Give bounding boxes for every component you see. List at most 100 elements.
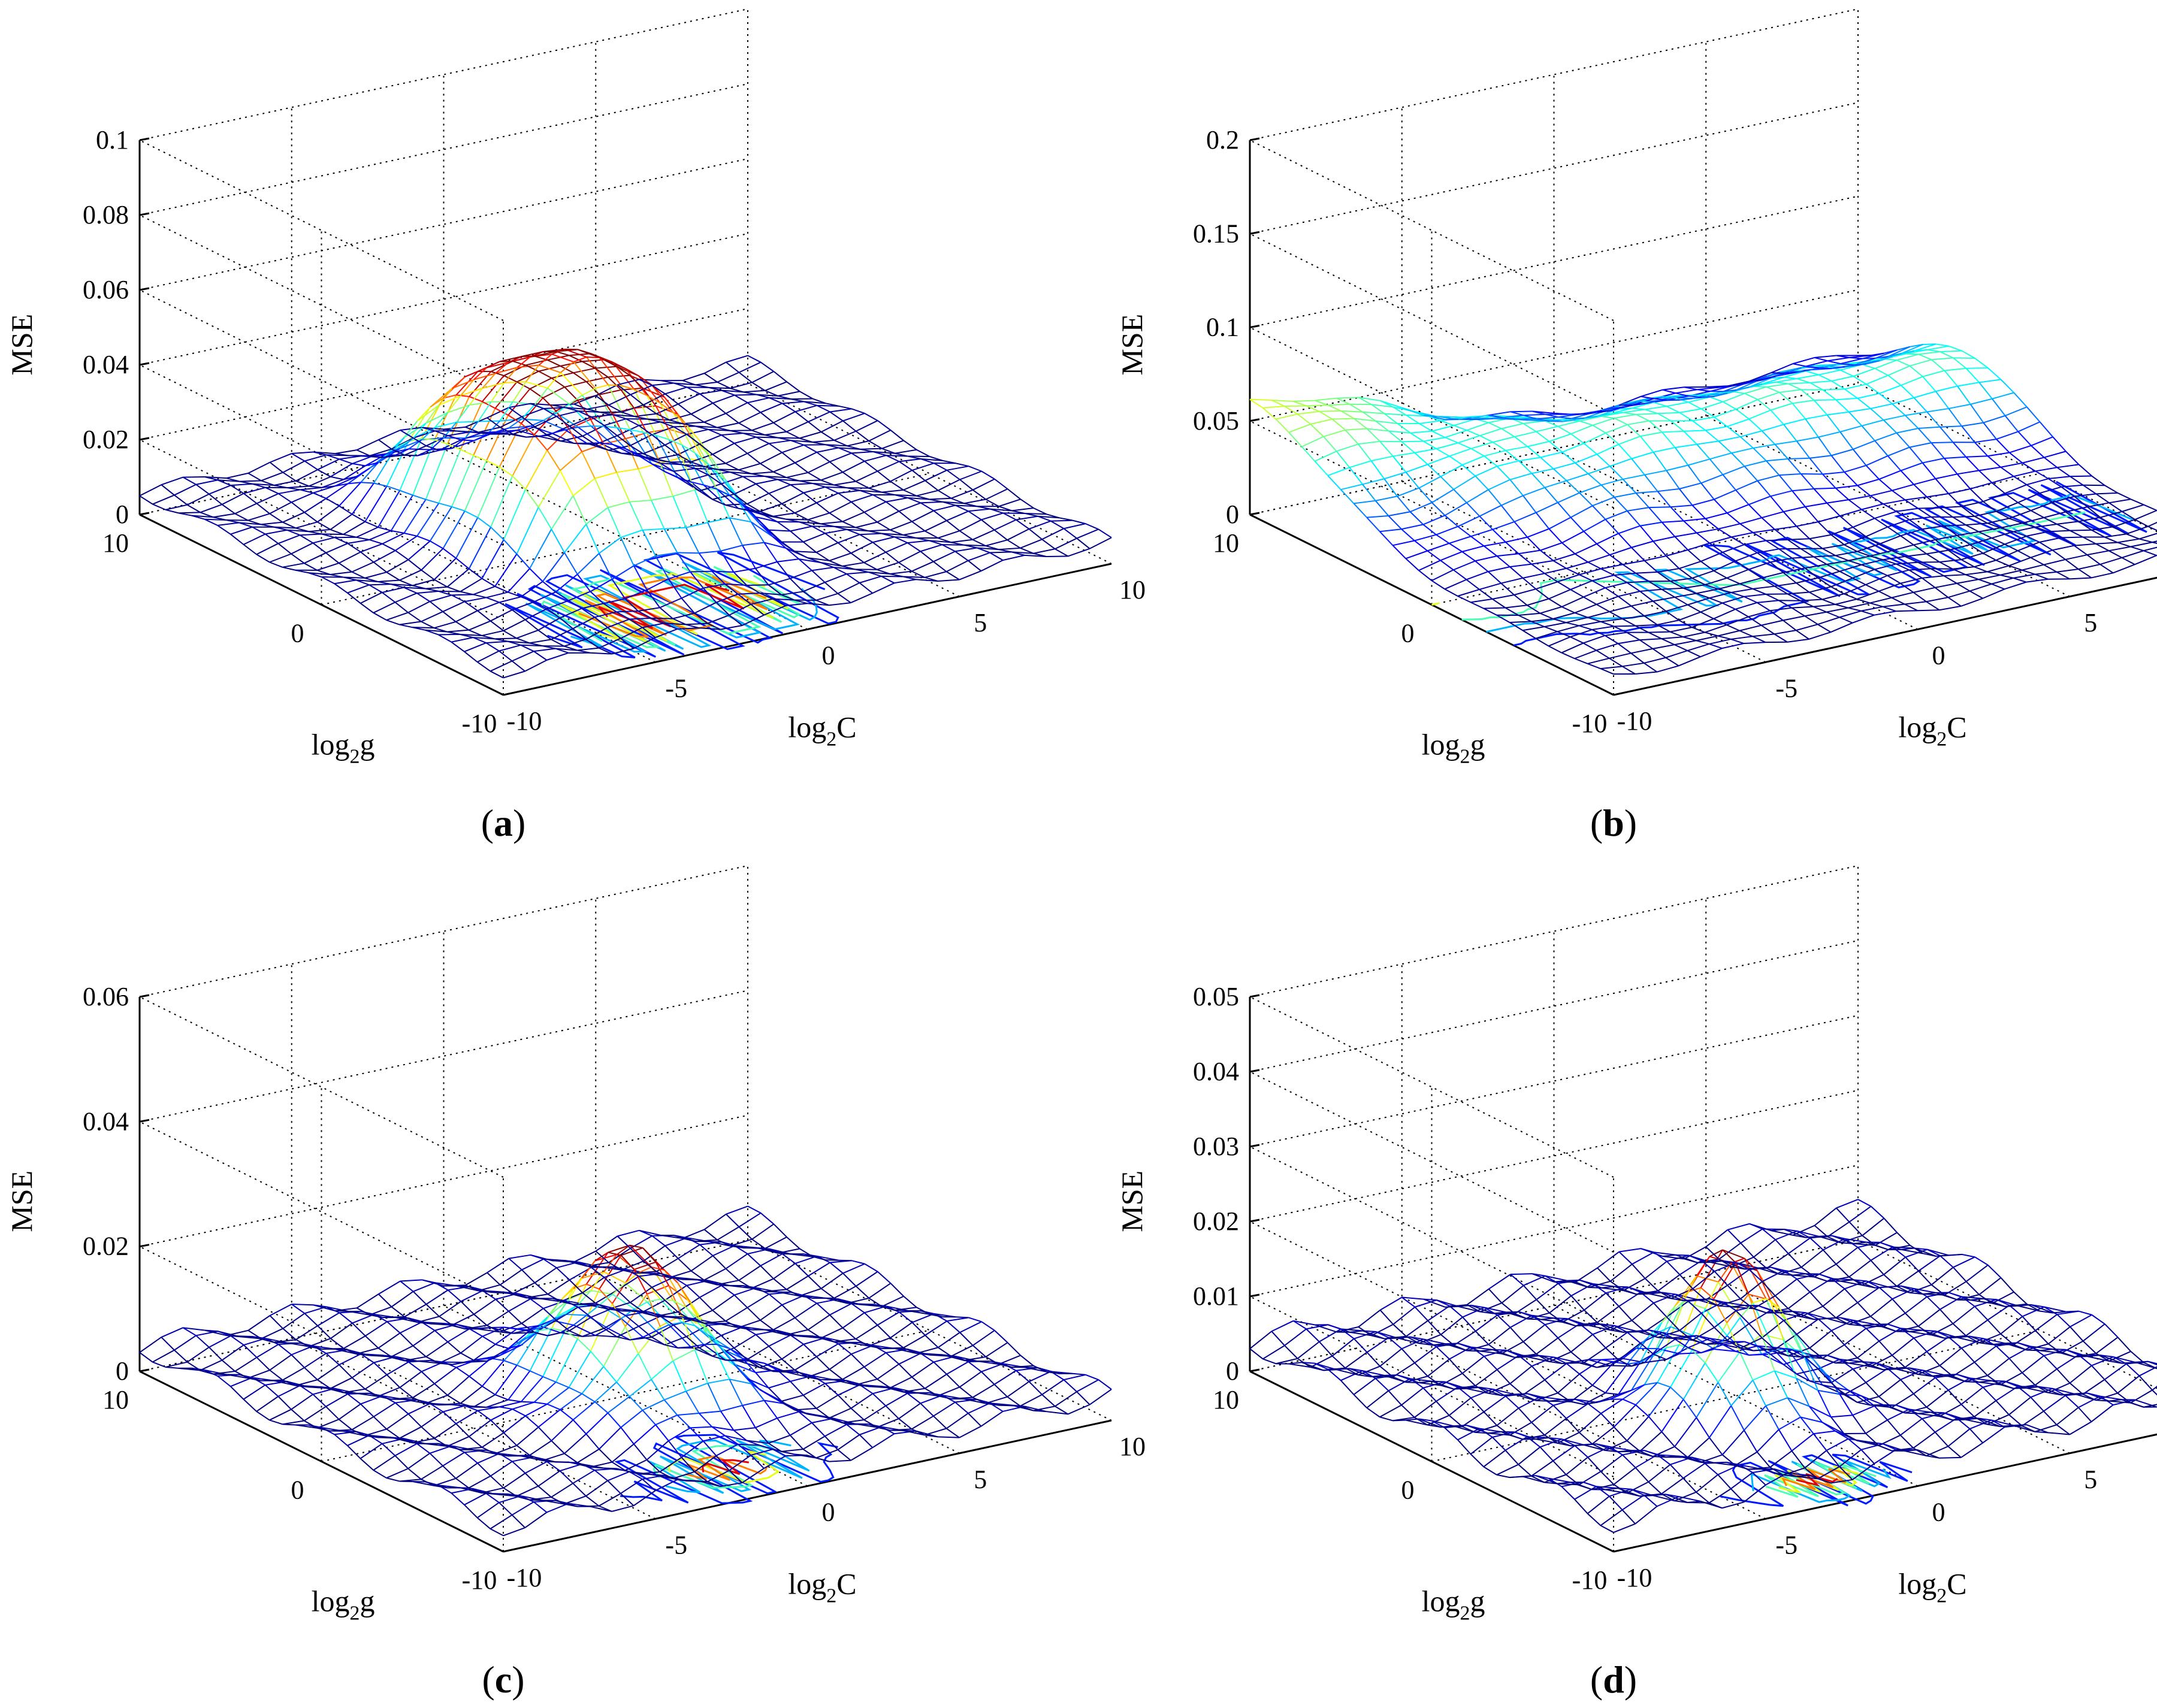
surface-mesh-line	[2087, 506, 2101, 518]
surface-mesh-line	[890, 1387, 904, 1393]
surface-mesh-line	[1353, 503, 1367, 518]
surface-mesh-line	[487, 417, 501, 428]
surface-mesh-line	[476, 1517, 491, 1529]
surface-mesh-line	[2004, 415, 2019, 433]
surface-mesh-line	[1748, 409, 1771, 420]
surface-mesh-line	[508, 1344, 522, 1349]
surface-mesh-line	[369, 530, 392, 540]
surface-mesh-line	[1570, 424, 1593, 435]
surface-mesh-line	[503, 1527, 525, 1537]
surface-mesh-line	[1522, 578, 1536, 590]
surface-mesh-line	[742, 1399, 765, 1406]
surface-mesh-line	[2035, 523, 2058, 528]
surface-mesh-line	[769, 397, 783, 404]
surface-mesh-line	[577, 647, 599, 651]
surface-mesh-line	[1753, 386, 1767, 388]
surface-mesh-line	[1501, 495, 1524, 506]
surface-mesh-line	[1774, 528, 1789, 540]
surface-mesh-line	[1887, 519, 1910, 528]
surface-mesh-line	[851, 1353, 865, 1368]
surface-mesh-line	[448, 435, 461, 441]
surface-mesh-line	[655, 1479, 678, 1492]
surface-mesh-line	[760, 1253, 783, 1266]
surface-mesh-line	[555, 1381, 569, 1388]
surface-mesh-line	[204, 1329, 227, 1337]
surface-mesh-line	[481, 1432, 504, 1448]
surface-mesh-line	[1974, 560, 1996, 568]
surface-mesh-line	[330, 476, 344, 480]
surface-mesh-line	[1652, 648, 1666, 658]
surface-mesh-line	[729, 494, 744, 506]
surface-mesh-line	[1518, 457, 1541, 462]
surface-mesh-line	[270, 1304, 292, 1316]
surface-mesh-line	[1574, 658, 1588, 664]
surface-mesh-line	[442, 611, 457, 622]
surface-mesh-line	[234, 513, 249, 521]
surface-mesh-line	[707, 622, 721, 630]
surface-mesh-line	[1635, 671, 1657, 675]
surface-mesh-line	[1644, 657, 1666, 664]
surface-mesh-line	[560, 470, 574, 496]
surface-mesh-line	[581, 603, 604, 609]
surface-mesh-line	[707, 1383, 721, 1411]
surface-mesh-line	[938, 1332, 960, 1349]
surface-mesh-line	[1839, 509, 1862, 517]
surface-mesh-line	[1679, 408, 1702, 413]
surface-mesh-line	[1336, 397, 1359, 399]
surface-mesh-line	[174, 1335, 197, 1351]
surface-mesh-line	[1645, 400, 1658, 404]
surface-mesh-line	[1853, 440, 1875, 450]
surface-mesh-line	[513, 1293, 527, 1299]
surface-mesh-line	[1557, 425, 1572, 435]
surface-mesh-line	[716, 593, 738, 603]
surface-mesh-line	[968, 1402, 990, 1414]
surface-mesh-line	[1896, 507, 1919, 512]
surface-mesh-line	[534, 388, 548, 406]
surface-mesh-line	[469, 620, 491, 631]
surface-mesh-line	[1952, 442, 1966, 458]
surface-mesh-line	[963, 1398, 986, 1404]
surface-mesh-line	[1488, 411, 1511, 416]
surface-mesh-line	[768, 443, 783, 454]
surface-mesh-line	[291, 1354, 305, 1368]
surface-mesh-line	[1653, 540, 1667, 557]
surface-mesh-line	[521, 1455, 534, 1458]
surface-mesh-line	[1561, 443, 1584, 453]
surface-mesh-line	[603, 1326, 626, 1367]
x-axis	[503, 1419, 1112, 1553]
surface-mesh-line	[1696, 640, 1709, 645]
surface-mesh-line	[808, 1262, 830, 1277]
surface-mesh-line	[599, 647, 612, 655]
surface-mesh-line	[1367, 515, 1389, 518]
surface-mesh-line	[568, 600, 582, 609]
surface-mesh-line	[547, 387, 570, 405]
surface-mesh-line	[204, 518, 218, 526]
surface-mesh-line	[808, 461, 830, 473]
surface-mesh-line	[2004, 484, 2027, 494]
surface-mesh-line	[1940, 351, 1954, 359]
surface-mesh-line	[422, 427, 444, 430]
surface-mesh-line	[916, 495, 930, 500]
surface-mesh-line	[777, 479, 800, 482]
surface-mesh-line	[1518, 549, 1540, 555]
surface-mesh-line	[799, 1295, 813, 1299]
surface-mesh-line	[1418, 560, 1441, 572]
surface-mesh-line	[478, 1328, 500, 1333]
surface-mesh-line	[451, 594, 473, 596]
surface-mesh-line	[625, 1315, 639, 1327]
surface-mesh-line	[794, 1370, 808, 1378]
surface-mesh-line	[652, 382, 674, 386]
surface-mesh-line	[261, 521, 283, 525]
surface-mesh-line	[777, 437, 791, 442]
surface-mesh-line	[582, 359, 604, 362]
surface-mesh-line	[833, 525, 856, 528]
surface-mesh-line	[1661, 430, 1684, 433]
surface-mesh-line	[521, 596, 534, 603]
surface-mesh-line	[608, 1308, 622, 1312]
surface-mesh-line	[499, 601, 513, 610]
surface-mesh-line	[586, 356, 609, 386]
surface-mesh-line	[2013, 577, 2027, 583]
surface-mesh-line	[778, 395, 791, 400]
surface-mesh-line	[863, 1352, 887, 1368]
surface-mesh-line	[773, 1371, 787, 1373]
